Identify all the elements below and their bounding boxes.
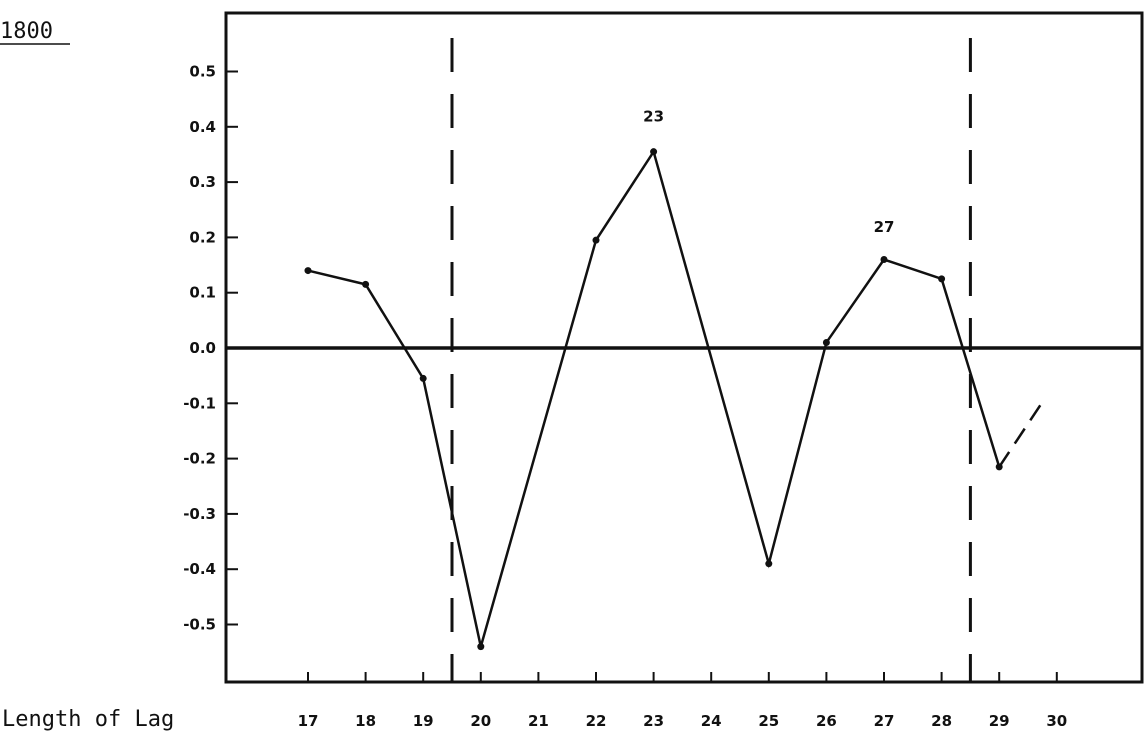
data-point — [938, 275, 946, 283]
x-tick-label: 20 — [470, 712, 491, 730]
data-point — [822, 338, 830, 346]
x-tick-label: 27 — [874, 712, 895, 730]
data-point — [304, 267, 312, 275]
x-tick-label: 30 — [1046, 712, 1067, 730]
x-tick-label: 29 — [989, 712, 1010, 730]
x-axis-label: Length of Lag — [2, 707, 174, 732]
reference-lines — [226, 38, 1142, 682]
y-tick-label: 0.0 — [189, 339, 216, 357]
x-tick-label: 22 — [586, 712, 607, 730]
data-point — [880, 256, 888, 264]
data-point — [362, 280, 370, 288]
x-tick-label: 21 — [528, 712, 549, 730]
x-tick-label: 18 — [355, 712, 376, 730]
x-tick-label: 19 — [413, 712, 434, 730]
y-tick-label: 0.5 — [189, 63, 216, 81]
y-tick-label: 0.1 — [189, 284, 216, 302]
data-point — [650, 148, 658, 156]
x-tick-label: 17 — [298, 712, 319, 730]
x-tick-label: 25 — [758, 712, 779, 730]
annotations: 23 27 — [643, 107, 894, 236]
series-layer — [304, 148, 1047, 651]
x-tick-label: 28 — [931, 712, 952, 730]
data-point — [477, 643, 485, 651]
y-tick-label: 0.3 — [189, 173, 216, 191]
x-axis: 17 18 19 20 21 22 23 24 25 26 27 28 29 30 — [298, 672, 1067, 730]
x-tick-label: 26 — [816, 712, 837, 730]
y-tick-label: -0.2 — [183, 450, 216, 468]
chart-title: 1800 — [0, 19, 53, 44]
x-tick-label: 23 — [643, 712, 664, 730]
y-tick-label: -0.4 — [183, 560, 216, 578]
data-point — [419, 374, 427, 382]
data-point — [765, 560, 773, 568]
y-tick-label: 0.2 — [189, 228, 216, 246]
data-point — [592, 236, 600, 244]
dashed-extension — [998, 397, 1047, 468]
y-tick-label: -0.1 — [183, 394, 216, 412]
y-tick-label: -0.3 — [183, 505, 216, 523]
x-tick-label: 24 — [701, 712, 722, 730]
y-axis: 0.5 0.4 0.3 0.2 0.1 0.0 -0.1 -0.2 -0.3 -0.4 -0.5 — [183, 63, 238, 634]
annotation-label: 27 — [874, 218, 895, 236]
y-tick-label: 0.4 — [189, 118, 216, 136]
y-tick-label: -0.5 — [183, 616, 216, 634]
annotation-label: 23 — [643, 107, 664, 125]
series-line — [307, 148, 1001, 647]
